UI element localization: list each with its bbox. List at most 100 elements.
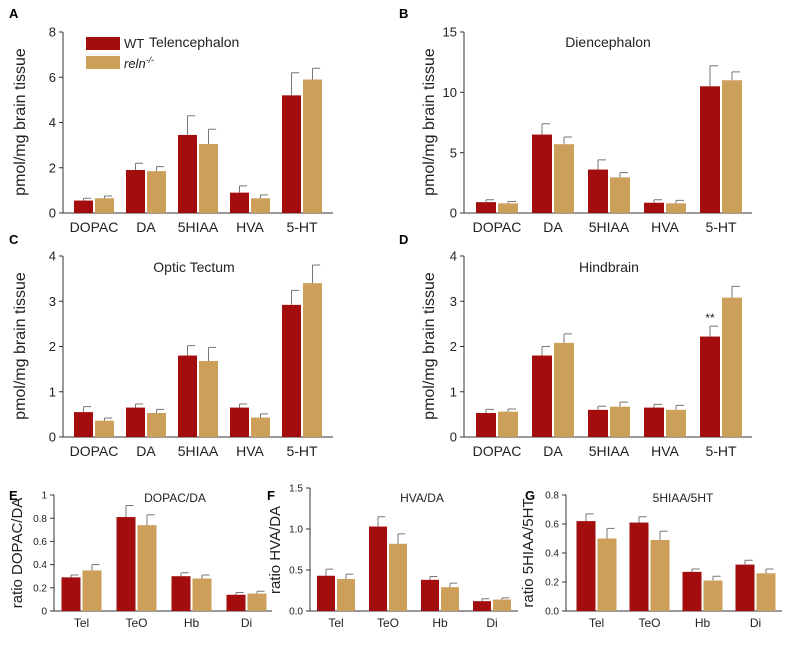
bar-f-tel-reln [337,579,355,611]
error-bar-f-tel-wt [325,568,334,576]
error-bar-b-da-wt [541,123,550,135]
panel-letter-c: C [9,232,19,247]
x-tick-label-a-da: DA [136,219,156,235]
x-tick-label-d-dopac: DOPAC [473,443,522,459]
bar-e-tel-wt [61,577,81,611]
error-bar-b-hva-wt [653,199,662,203]
error-bar-f-hb-reln [449,582,458,588]
error-bar-a-da-wt [135,162,144,171]
error-bar-d-da-wt [541,346,550,356]
bar-g-di-reln [756,573,776,611]
x-tick-label-f-teo: TeO [377,616,399,630]
x-tick-label-f-di: Di [486,616,497,630]
bar-g-tel-reln [597,538,617,611]
y-tick-label-d-1: 1 [450,384,457,399]
x-tick-label-b-dopac: DOPAC [473,219,522,235]
bar-e-teo-wt [116,517,136,611]
bar-c-5-ht-reln [303,283,322,437]
x-tick-label-c-5-ht: 5-HT [286,443,318,459]
x-tick-label-b-5-ht: 5-HT [705,219,737,235]
error-bar-g-teo-wt [638,516,647,523]
error-bar-a-5-ht-wt [291,72,300,96]
y-tick-label-b-3: 15 [443,25,457,40]
bar-c-da-reln [147,413,166,437]
bar-f-hb-reln [441,587,459,611]
error-bar-f-hb-wt [429,576,438,580]
x-tick-label-a-hva: HVA [236,219,264,235]
bar-b-5-ht-wt [700,86,720,213]
panel-title-f: HVA/DA [400,491,444,505]
legend: WT reln-/- [86,36,154,71]
error-bar-b-5hiaa-wt [597,159,606,170]
error-bar-d-dopac-reln [507,408,516,412]
bar-b-da-reln [554,144,574,213]
error-bar-g-hb-wt [691,568,700,572]
bar-b-5-ht-reln [722,80,742,214]
error-bar-a-5hiaa-reln [208,128,217,144]
panel-a: A Telencephalon pmol/mg brain tissue 0 2 4 6 8 D… [9,6,333,235]
bar-e-hb-wt [171,576,191,611]
x-tick-label-d-da: DA [543,443,563,459]
y-tick-label-a-4: 8 [49,25,56,40]
error-bar-c-hva-reln [260,413,269,418]
y-tick-label-b-1: 5 [450,145,457,160]
panel-title-d: Hindbrain [579,259,639,275]
x-tick-label-b-5hiaa: 5HIAA [589,219,630,235]
bar-f-tel-wt [317,575,335,611]
panel-title-b: Diencephalon [565,34,651,50]
error-bar-g-di-wt [744,559,753,565]
x-tick-label-e-di: Di [241,616,252,630]
y-tick-label-a-2: 4 [49,115,56,130]
y-tick-label-e-2: 0.4 [33,560,47,571]
error-bar-e-teo-wt [125,504,134,518]
legend-swatch-reln [86,56,120,69]
y-axis-label-f: ratio HVA/DA [267,506,284,594]
x-tick-label-c-hva: HVA [236,443,264,459]
error-bar-b-5-ht-wt [709,65,718,87]
bar-a-da-wt [126,170,145,213]
y-axis-label-b: pmol/mg brain tissue [421,48,438,196]
legend-label-reln-text: reln [124,56,146,71]
panel-letter-b: B [399,6,408,21]
y-tick-label-a-1: 2 [49,160,56,175]
y-tick-label-c-0: 0 [49,430,56,445]
error-bar-e-di-wt [235,591,244,595]
panel-letter-f: F [267,488,275,503]
error-bar-d-da-reln [563,333,572,343]
bar-b-5hiaa-reln [610,177,630,213]
x-tick-label-b-hva: HVA [651,219,679,235]
bar-f-teo-wt [369,526,387,611]
error-bar-g-di-reln [765,568,774,574]
bar-f-di-wt [473,601,491,611]
x-tick-label-d-5hiaa: 5HIAA [589,443,630,459]
bar-d-5-ht-reln [722,297,742,437]
error-bar-a-5hiaa-wt [187,115,196,135]
error-bar-a-5-ht-reln [312,67,321,80]
panel-title-e: DOPAC/DA [144,491,206,505]
bar-g-tel-wt [576,521,596,611]
panel-b: B Diencephalon pmol/mg brain tissue 0 5 10 15 D… [399,6,752,235]
y-tick-label-e-4: 0.8 [33,514,47,525]
bar-g-hb-wt [682,571,702,611]
bar-a-5hiaa-wt [178,134,197,213]
y-axis-label-c: pmol/mg brain tissue [12,272,29,420]
y-tick-label-b-2: 10 [443,85,457,100]
y-tick-label-f-2: 1.0 [289,525,303,536]
y-tick-label-g-0: 0.0 [545,607,559,618]
error-bar-b-da-reln [563,136,572,145]
bar-a-dopac-wt [74,200,93,213]
x-tick-label-d-hva: HVA [651,443,679,459]
error-bar-d-5hiaa-wt [597,405,606,410]
error-bar-c-5hiaa-wt [187,345,196,356]
x-tick-label-a-5hiaa: 5HIAA [178,219,219,235]
y-tick-label-e-1: 0.2 [33,583,47,594]
y-tick-label-d-0: 0 [450,430,457,445]
error-bar-b-hva-reln [675,199,684,204]
y-tick-label-b-0: 0 [450,206,457,221]
y-tick-label-f-0: 0.0 [289,607,303,618]
y-tick-label-e-0: 0 [41,607,47,618]
error-bar-f-teo-reln [397,533,406,544]
x-tick-label-g-di: Di [750,616,761,630]
error-bar-a-hva-wt [239,185,248,193]
